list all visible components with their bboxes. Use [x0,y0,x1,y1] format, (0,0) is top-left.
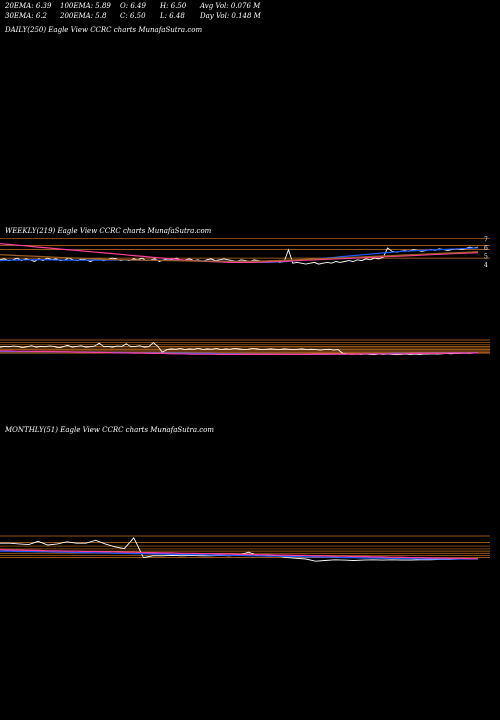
weekly-panel-label: WEEKLY(219) Eagle View CCRC charts Munaf… [5,227,212,235]
daily-panel-label: DAILY(250) Eagle View CCRC charts Munafa… [5,26,203,34]
ema20-value: 20EMA: 6.39 [5,2,52,10]
ema30-value: 30EMA: 6.2 [5,12,47,20]
weekly-price-y-tick: 5 [484,253,488,260]
low-value: L: 6.48 [160,12,185,20]
weekly-price-panel: 7 65 4 [0,236,490,269]
open-value: O: 6.49 [120,2,146,10]
weekly-indicator-panel [0,339,490,356]
weekly-price-y-tick: 7 [484,236,488,243]
weekly-price-ema-mid-line [0,251,479,262]
ema200-value: 200EMA: 5.8 [60,12,107,20]
weekly-price-ema-long-line [0,243,479,263]
avg-vol-value: Avg Vol: 0.076 M [200,2,261,10]
ema100-value: 100EMA: 5.89 [60,2,111,10]
weekly-price-y-tick: 4 [484,262,488,269]
indicator-header: 20EMA: 6.39 100EMA: 5.89 O: 6.49 H: 6.50… [5,2,495,24]
day-vol-value: Day Vol: 0.148 M [200,12,261,20]
monthly-indicator-panel [0,535,490,562]
monthly-panel-label: MONTHLY(51) Eagle View CCRC charts Munaf… [5,426,215,434]
high-value: H: 6.50 [160,2,187,10]
monthly-indicator-ema-short-line [0,550,478,560]
weekly-price-y-tick: 6 [484,245,488,252]
monthly-indicator-ema-long-line [0,549,478,560]
weekly-indicator-ema-long-line [0,350,479,355]
close-value: C: 6.50 [120,12,146,20]
weekly-indicator-price-line [0,342,478,356]
